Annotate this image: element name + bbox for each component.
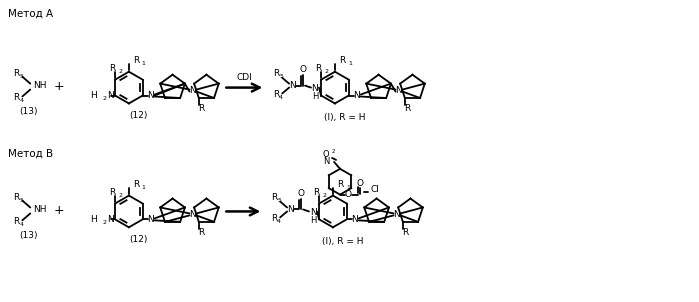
Text: 1: 1	[346, 185, 350, 190]
Text: Cl: Cl	[371, 185, 380, 194]
Text: R: R	[337, 180, 343, 189]
Text: 2: 2	[324, 69, 328, 74]
Text: 5: 5	[20, 74, 23, 79]
Text: 2: 2	[102, 220, 106, 225]
Text: N: N	[352, 215, 358, 224]
Text: R: R	[133, 56, 139, 65]
Text: (12): (12)	[129, 111, 148, 120]
Text: (12): (12)	[129, 235, 148, 244]
Text: Метод А: Метод А	[8, 8, 54, 18]
Text: N: N	[107, 91, 114, 100]
Text: (13): (13)	[20, 107, 38, 116]
Text: N: N	[147, 215, 154, 224]
Text: (I), R = H: (I), R = H	[324, 113, 366, 122]
Text: O: O	[345, 190, 352, 199]
Text: N: N	[353, 91, 360, 100]
Text: 2: 2	[102, 96, 106, 101]
Text: (13): (13)	[20, 231, 38, 240]
Text: 4: 4	[279, 95, 283, 100]
Text: +: +	[54, 204, 64, 217]
Text: 5: 5	[277, 198, 281, 203]
Text: H: H	[310, 216, 316, 225]
Text: NH: NH	[34, 81, 47, 90]
Text: 4: 4	[20, 222, 23, 227]
Text: 2: 2	[118, 193, 122, 198]
Text: R: R	[13, 93, 20, 102]
Text: H: H	[90, 91, 97, 100]
Text: R: R	[404, 104, 410, 114]
Text: O: O	[323, 150, 329, 159]
Text: 2: 2	[118, 69, 122, 74]
Text: N: N	[107, 215, 114, 224]
Text: 5: 5	[279, 74, 283, 79]
Text: R: R	[273, 90, 280, 99]
Text: N: N	[147, 91, 154, 100]
Text: (I), R = H: (I), R = H	[322, 237, 363, 246]
Text: N: N	[189, 210, 196, 219]
Text: N: N	[310, 208, 317, 217]
Text: NH: NH	[34, 205, 47, 214]
Text: R: R	[13, 193, 20, 202]
Text: 5: 5	[20, 198, 23, 203]
Text: R: R	[273, 69, 280, 78]
Text: R: R	[109, 188, 115, 197]
Text: 2: 2	[322, 193, 326, 198]
Text: N: N	[393, 210, 400, 219]
Text: +: +	[54, 80, 64, 93]
Text: 4: 4	[20, 98, 23, 103]
Text: R: R	[13, 69, 20, 78]
Text: R: R	[198, 228, 204, 237]
Text: N: N	[189, 86, 196, 95]
Text: H: H	[90, 215, 97, 224]
Text: R: R	[315, 64, 322, 73]
Text: 1: 1	[142, 185, 145, 190]
Text: H: H	[312, 92, 318, 101]
Text: R: R	[271, 193, 278, 202]
Text: R: R	[198, 104, 204, 114]
Text: CDI: CDI	[236, 73, 252, 82]
Text: Метод В: Метод В	[8, 149, 54, 159]
Text: N: N	[323, 157, 329, 166]
Text: O: O	[300, 65, 307, 74]
Text: R: R	[271, 214, 278, 223]
Text: R: R	[313, 188, 319, 197]
Text: N: N	[287, 205, 294, 214]
Text: N: N	[395, 86, 402, 95]
Text: R: R	[402, 228, 408, 237]
Text: N: N	[289, 81, 296, 90]
Text: 1: 1	[142, 61, 145, 66]
Text: 1: 1	[348, 61, 352, 66]
Text: O: O	[298, 189, 305, 198]
Text: R: R	[339, 56, 345, 65]
Text: 4: 4	[277, 219, 281, 224]
Text: N: N	[312, 84, 318, 93]
Text: 2: 2	[332, 149, 336, 155]
Text: R: R	[109, 64, 115, 73]
Text: R: R	[13, 217, 20, 226]
Text: R: R	[133, 180, 139, 189]
Text: O: O	[356, 179, 363, 188]
